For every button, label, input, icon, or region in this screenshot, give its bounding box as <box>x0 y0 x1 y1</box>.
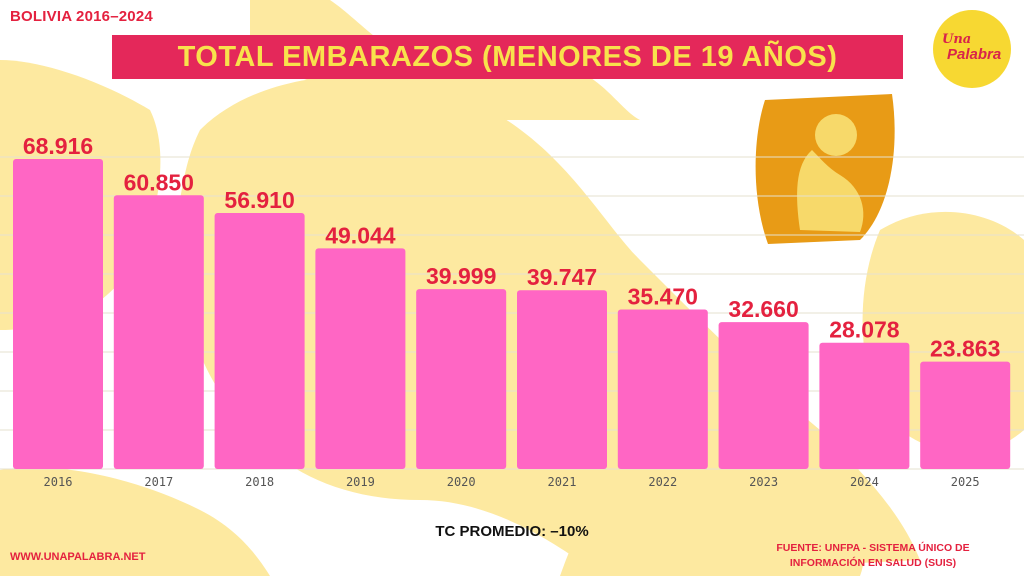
bar-2021 <box>517 290 607 469</box>
value-label-2024: 28.078 <box>829 317 900 343</box>
bar-2017 <box>113 195 204 469</box>
bars <box>13 159 1011 469</box>
x-tick-label: 2021 <box>548 475 577 489</box>
x-axis-labels: 2016 2017 2018 2019 2020 2021 2022 2023 2024 2025 <box>44 475 980 489</box>
icon-body <box>797 150 864 232</box>
blob-bottom-right <box>560 466 864 576</box>
chart-title: TOTAL EMBARAZOS (MENORES DE 19 AÑOS) <box>177 40 838 73</box>
x-tick-label: 2023 <box>749 475 778 489</box>
bar-2020 <box>416 289 507 469</box>
value-label-2022: 35.470 <box>628 283 698 309</box>
x-tick-label: 2018 <box>245 475 274 489</box>
x-tick-label: 2016 <box>44 475 73 489</box>
value-label-2025: 23.863 <box>930 336 1000 362</box>
x-tick-label: 2017 <box>144 475 173 489</box>
bar-2025 <box>920 361 1011 469</box>
logo-word-1: Una <box>942 32 972 47</box>
bar-2024 <box>819 342 910 469</box>
value-label-2016: 68.916 <box>23 133 93 159</box>
x-tick-label: 2024 <box>850 475 879 489</box>
bar-2019 <box>315 248 406 469</box>
value-label-2023: 32.660 <box>728 296 798 322</box>
x-tick-label: 2019 <box>346 475 375 489</box>
logo-word-2: Palabra <box>947 46 1002 63</box>
value-label-2019: 49.044 <box>325 222 396 248</box>
value-label-2020: 39.999 <box>426 263 496 289</box>
value-labels: 68.916 60.850 56.910 49.044 39.999 39.747 35.4… <box>23 133 1001 362</box>
title-banner: TOTAL EMBARAZOS (MENORES DE 19 AÑOS) <box>112 35 903 79</box>
bar-2023 <box>718 322 809 469</box>
average-growth-rate: TC PROMEDIO: –10% <box>435 523 589 540</box>
website-link[interactable]: WWW.UNAPALABRA.NET <box>10 551 146 563</box>
icon-head <box>815 114 857 156</box>
x-tick-label: 2025 <box>951 475 980 489</box>
bar-2016 <box>13 159 103 469</box>
bar-2022 <box>617 309 708 469</box>
data-source: FUENTE: UNFPA - SISTEMA ÚNICO DE INFORMA… <box>776 542 970 569</box>
region-years-label: BOLIVIA 2016–2024 <box>10 8 153 25</box>
value-label-2017: 60.850 <box>124 169 194 195</box>
x-tick-label: 2022 <box>648 475 677 489</box>
bar-2018 <box>214 213 305 469</box>
brand-logo[interactable]: Una Palabra <box>933 10 1011 88</box>
blob-bottom-left <box>0 467 270 576</box>
value-label-2021: 39.747 <box>527 264 597 290</box>
value-label-2018: 56.910 <box>224 187 294 213</box>
x-tick-label: 2020 <box>447 475 476 489</box>
pregnant-woman-icon <box>755 94 895 244</box>
